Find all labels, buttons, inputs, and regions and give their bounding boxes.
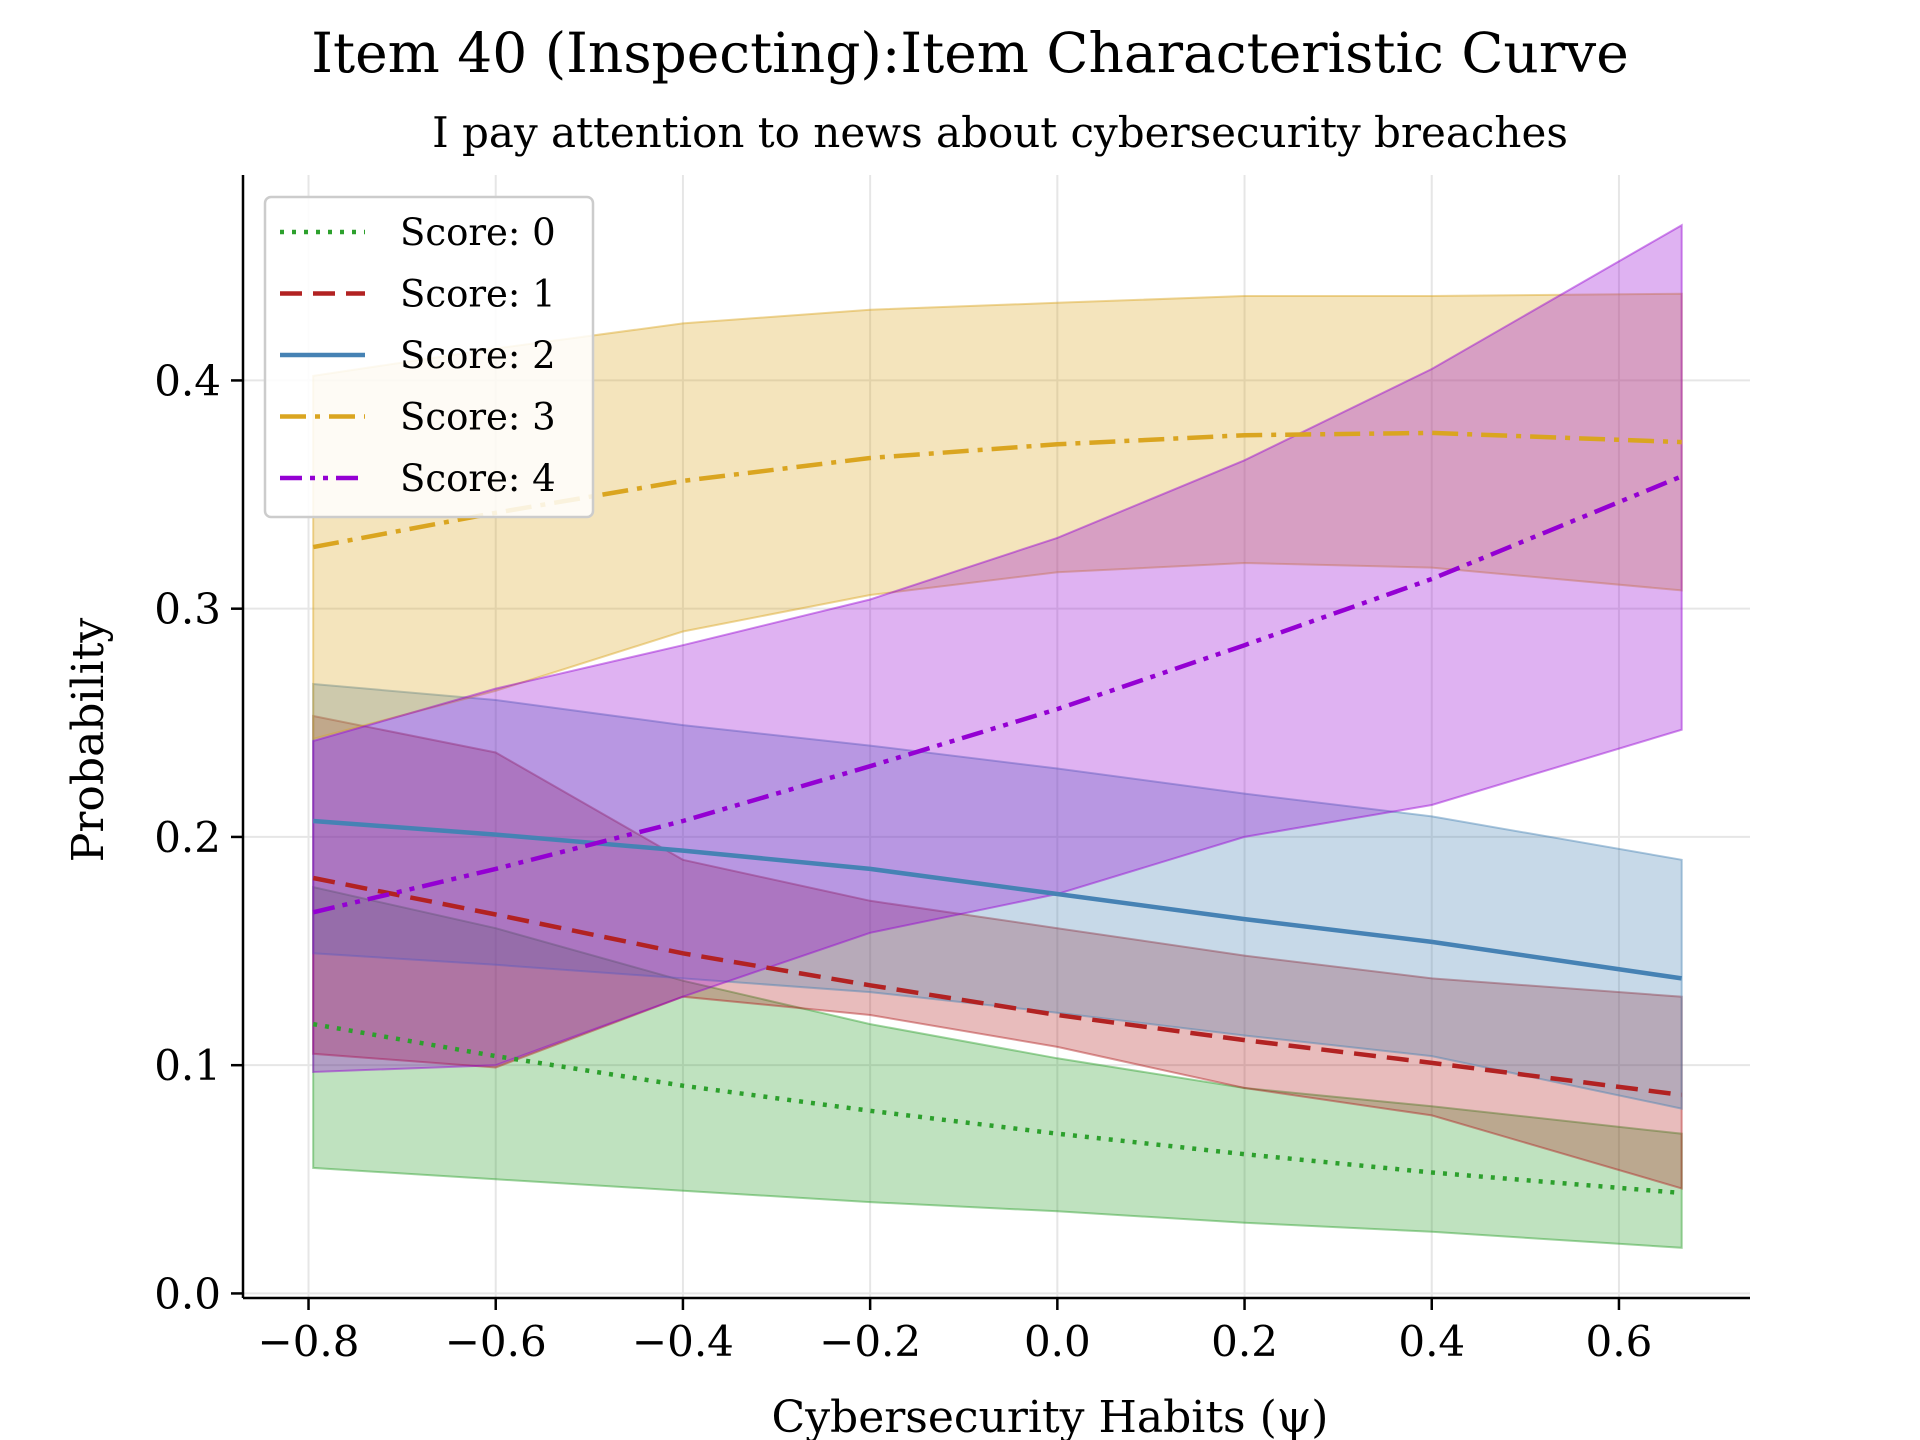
confidence-band-score-1 <box>312 714 1683 1190</box>
series-line-score-2 <box>313 818 1683 981</box>
x-tick-label: −0.4 <box>632 1317 734 1366</box>
legend-box <box>263 195 595 519</box>
confidence-bands <box>312 223 1683 1249</box>
gridlines <box>243 175 1750 1298</box>
series-line-score-1 <box>312 875 1682 1098</box>
x-tick-label: 0.0 <box>1024 1317 1091 1366</box>
y-tick-label: 0.0 <box>154 1269 221 1318</box>
y-tick-label: 0.2 <box>154 813 221 862</box>
legend-label-score-2: Score: 2 <box>400 334 556 377</box>
y-tick-label: 0.4 <box>154 356 221 405</box>
series-line-score-4 <box>312 474 1683 915</box>
series-line-score-0 <box>312 1021 1682 1196</box>
x-tick-label: −0.6 <box>445 1317 547 1366</box>
x-axis-label: Cybersecurity Habits (ψ) <box>772 1392 1329 1440</box>
x-tick-label: 0.2 <box>1211 1317 1278 1366</box>
y-tick-label: 0.3 <box>154 585 221 634</box>
x-tick-label: −0.8 <box>258 1317 360 1366</box>
x-tick-label: 0.4 <box>1398 1317 1465 1366</box>
confidence-band-score-0 <box>312 885 1683 1249</box>
x-tick-label: 0.6 <box>1586 1317 1653 1366</box>
legend-label-score-3: Score: 3 <box>400 396 556 439</box>
series-lines <box>312 430 1683 1196</box>
legend-label-score-0: Score: 0 <box>400 211 556 254</box>
legend-label-score-1: Score: 1 <box>400 273 556 316</box>
confidence-band-score-4 <box>312 223 1683 1074</box>
chart-subtitle: I pay attention to news about cybersecur… <box>432 108 1568 157</box>
legend: Score: 0 Score: 1 Score: 2 Score: 3 Score: 4 <box>263 195 595 519</box>
confidence-band-score-2 <box>312 682 1683 1110</box>
legend-label-score-4: Score: 4 <box>400 457 556 500</box>
y-axis-label: Probability <box>63 618 114 863</box>
axes <box>231 175 1750 1310</box>
tick-labels: −0.8 −0.6 −0.4 −0.2 0.0 0.2 0.4 0.6 0.0 0.1 0.2 0.3… <box>154 356 1652 1366</box>
confidence-band-score-3 <box>312 292 1683 741</box>
chart-title: Item 40 (Inspecting):Item Characteristic… <box>311 21 1629 85</box>
y-tick-label: 0.1 <box>154 1041 221 1090</box>
x-tick-label: −0.2 <box>819 1317 921 1366</box>
